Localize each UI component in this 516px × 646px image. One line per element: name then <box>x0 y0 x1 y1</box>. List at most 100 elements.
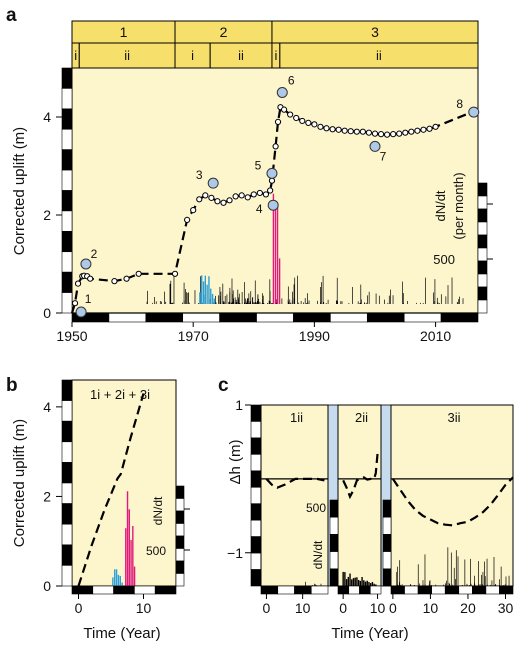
subpanel-label: 3ii <box>447 410 460 425</box>
left-axis-scale-bar <box>61 169 73 191</box>
bottom-axis-scale-bar <box>277 585 295 595</box>
panel-c-xlabel: Time (Year) <box>331 625 408 642</box>
uplift-marker <box>226 197 233 204</box>
rate-unit: (per month) <box>451 172 466 239</box>
uplift-marker <box>135 270 142 277</box>
labeled-point <box>266 167 278 179</box>
bottom-axis-scale-bar <box>134 585 156 595</box>
left-axis-scale-bar <box>61 420 73 443</box>
uplift-marker <box>377 131 385 138</box>
uplift-marker <box>74 280 82 287</box>
uplift-marker <box>335 126 342 133</box>
uplift-marker <box>317 123 324 130</box>
left-axis-scale-bar <box>61 190 73 212</box>
subpanel-label: 2ii <box>355 410 368 425</box>
left-axis-scale-bar <box>61 88 73 110</box>
bottom-axis-scale-bar <box>403 312 442 323</box>
substage-label: ii <box>238 48 244 63</box>
rate-axis-scale-bar <box>477 247 488 262</box>
left-axis-scale-bar <box>61 544 73 566</box>
left-axis-scale-bar <box>61 271 73 293</box>
bottom-axis-scale-bar <box>260 585 279 595</box>
panel-label-b: b <box>6 375 18 396</box>
bottom-axis-scale-bar <box>458 585 473 595</box>
uplift-marker <box>432 123 439 130</box>
uplift-marker <box>196 196 203 203</box>
bottom-axis-scale-bar <box>294 585 312 595</box>
uplift-marker <box>190 207 197 214</box>
rate-axis-scale-bar <box>477 208 488 223</box>
labeled-point <box>276 87 288 98</box>
substage-box <box>279 42 479 69</box>
x-tick-label: 0 <box>389 600 397 616</box>
left-axis-scale-bar <box>61 108 73 130</box>
uplift-marker <box>402 129 409 136</box>
left-axis-scale-bar <box>61 128 73 150</box>
y-tick-label: 1 <box>235 397 243 413</box>
stage-label: 2 <box>220 24 228 40</box>
panel-a-ylabel: Corrected uplift (m) <box>11 127 28 255</box>
uplift-marker <box>272 143 279 150</box>
bottom-axis-scale-bar <box>71 585 94 595</box>
left-axis-scale-bar <box>61 523 73 546</box>
bottom-axis-scale-bar <box>417 585 432 595</box>
rate-axis-scale-bar <box>382 534 392 552</box>
rate-axis-scale-bar <box>382 568 392 587</box>
rate-axis-scale-bar <box>477 182 488 197</box>
panel-label-a: a <box>6 5 17 26</box>
panel-a-axes <box>61 67 488 323</box>
bottom-axis-scale-bar <box>404 585 419 595</box>
bottom-axis-scale-bar <box>485 585 500 595</box>
subpanel-plot-area <box>390 404 514 587</box>
rate-axis-scale-bar <box>329 551 339 570</box>
bottom-axis-scale-bar <box>108 312 147 323</box>
x-tick-label: 10 <box>370 600 386 616</box>
left-axis-scale-bar <box>61 292 73 314</box>
bottom-axis-scale-bar <box>348 585 360 595</box>
left-axis-scale-bar <box>250 421 262 439</box>
panel-b-rate-tick: 500 <box>146 544 166 558</box>
rate-axis-scale-bar <box>175 573 185 587</box>
labeled-point-label: 5 <box>255 158 262 172</box>
bottom-axis-scale-bar <box>182 312 220 323</box>
bottom-axis-scale-bar <box>330 312 368 323</box>
panel-b-xlabel: Time (Year) <box>83 625 160 642</box>
bottom-axis-scale-bar <box>310 585 329 595</box>
uplift-marker <box>396 130 403 137</box>
panel-c-ylabel: Δh (m) <box>227 439 244 484</box>
uplift-marker <box>123 275 130 282</box>
uplift-marker <box>287 111 294 118</box>
y-tick-label: 2 <box>43 488 51 504</box>
uplift-marker <box>280 106 288 113</box>
uplift-marker <box>347 128 354 135</box>
rate-axis-scale-bar <box>477 221 488 236</box>
bottom-axis-scale-bar <box>92 585 114 595</box>
cumulative-uplift-line <box>77 393 145 587</box>
x-tick-label: 20 <box>460 600 476 616</box>
y-tick-label: 4 <box>43 109 51 125</box>
uplift-marker <box>293 114 300 122</box>
bottom-axis-scale-bar <box>219 312 257 323</box>
panel-c-rate-label: dN/dt <box>311 540 325 569</box>
uplift-series <box>70 104 476 314</box>
x-tick-label: 0 <box>339 600 347 616</box>
rate-tick-500: 500 <box>433 252 455 267</box>
panel-b-title: 1i + 2i + 3i <box>90 387 150 402</box>
uplift-marker <box>232 193 239 200</box>
uplift-marker <box>111 278 118 285</box>
uplift-marker <box>256 189 263 197</box>
bottom-axis-scale-bar <box>440 312 479 323</box>
x-tick-label: 0 <box>263 600 271 616</box>
bottom-axis-scale-bar <box>444 585 460 595</box>
labeled-point <box>369 140 381 152</box>
labeled-point-label: 4 <box>256 202 263 216</box>
x-tick-label: 10 <box>423 600 439 616</box>
rate-axis-scale-bar <box>477 195 488 210</box>
left-axis-scale-bar <box>250 486 262 505</box>
left-axis-scale-bar <box>61 210 73 232</box>
bottom-axis-scale-bar <box>145 312 184 323</box>
left-axis-scale-bar <box>250 519 262 537</box>
left-axis-scale-bar <box>61 462 73 484</box>
